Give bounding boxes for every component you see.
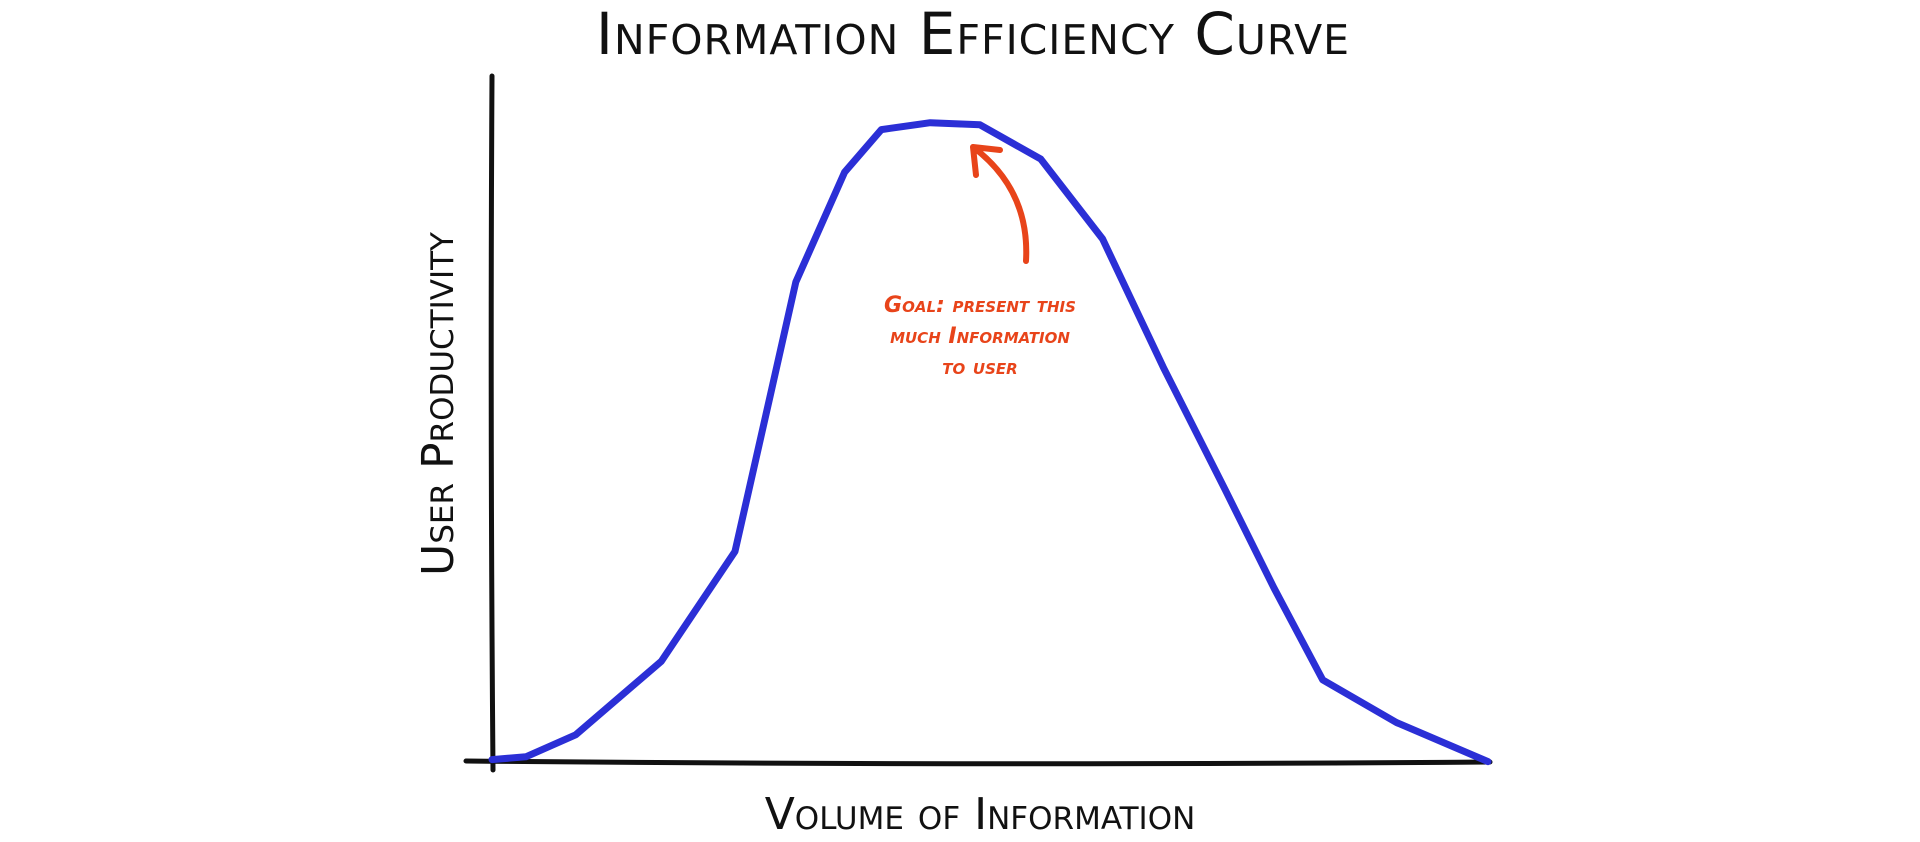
chart-title: Information Efficiency Curve [596,0,1350,68]
line [488,119,1492,766]
y-axis [488,73,496,773]
x-axis [463,758,1493,767]
annotation-line: Goal: present this [884,293,1076,318]
x-axis-label: Volume of Information [765,789,1196,840]
annotation: Goal: present this much Information to use… [884,293,1076,380]
annotation-line: to user [942,355,1017,380]
annotation-line: much Information [890,324,1070,349]
y-axis-label: User Productivity [413,232,464,576]
annotation-arrow [970,144,1030,264]
